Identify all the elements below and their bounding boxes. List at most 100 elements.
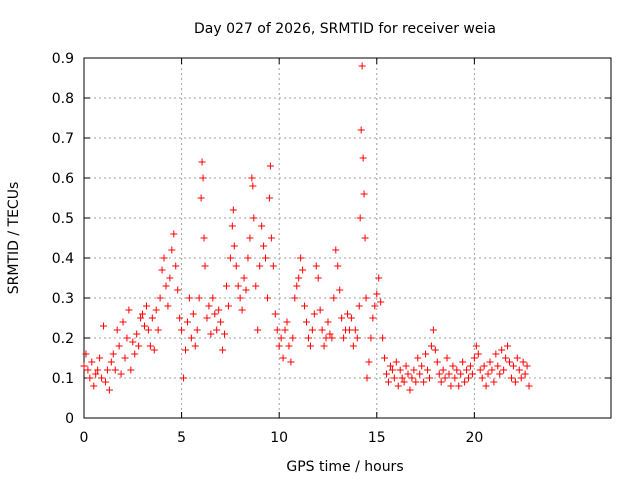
data-point <box>379 334 387 342</box>
data-point <box>312 262 320 270</box>
y-tick-label: 0.5 <box>52 211 74 227</box>
data-point <box>381 354 389 362</box>
data-point <box>127 366 135 374</box>
data-point <box>488 366 496 374</box>
data-point <box>310 310 318 318</box>
data-point <box>88 358 96 366</box>
data-point <box>519 358 527 366</box>
y-tick-label: 0.9 <box>52 51 74 67</box>
data-point <box>404 370 412 378</box>
data-point <box>457 370 465 378</box>
data-point <box>228 222 236 230</box>
data-point <box>269 262 277 270</box>
data-point <box>135 342 143 350</box>
data-point <box>498 346 506 354</box>
data-point <box>158 266 166 274</box>
data-point <box>308 326 316 334</box>
data-point <box>250 214 258 222</box>
data-point <box>195 294 203 302</box>
y-tick-label: 0 <box>65 411 74 427</box>
data-point <box>422 350 430 358</box>
data-point <box>402 362 410 370</box>
tick-layer: 0 0.1 0.2 0.3 0.4 0.5 0.6 0.7 0.8 0.9 0 5 10 15 20 <box>52 51 611 446</box>
data-point <box>355 302 363 310</box>
data-point <box>236 294 244 302</box>
data-point <box>219 346 227 354</box>
data-point <box>275 342 283 350</box>
data-point <box>437 378 445 386</box>
y-tick-label: 0.6 <box>52 171 74 187</box>
data-point <box>476 366 484 374</box>
data-point <box>451 374 459 382</box>
data-point <box>371 302 379 310</box>
data-point <box>494 362 502 370</box>
data-point <box>117 370 125 378</box>
data-point <box>324 318 332 326</box>
data-point <box>172 262 180 270</box>
data-point <box>230 242 238 250</box>
data-point <box>509 362 517 370</box>
data-point <box>425 374 433 382</box>
data-point <box>90 382 98 390</box>
data-point <box>424 366 432 374</box>
data-point <box>82 350 90 358</box>
data-point <box>304 334 312 342</box>
data-point <box>306 342 314 350</box>
data-point <box>129 338 137 346</box>
data-point <box>431 346 439 354</box>
data-point <box>470 354 478 362</box>
data-point <box>123 334 131 342</box>
data-point <box>222 282 230 290</box>
data-point <box>234 282 242 290</box>
data-point <box>375 274 383 282</box>
data-point <box>490 378 498 386</box>
data-point <box>367 334 375 342</box>
data-point <box>258 222 266 230</box>
data-point <box>429 326 437 334</box>
data-point <box>340 334 348 342</box>
data-point <box>271 310 279 318</box>
data-point <box>207 330 215 338</box>
data-point <box>139 310 147 318</box>
data-point <box>125 306 133 314</box>
data-point <box>362 294 370 302</box>
data-point <box>162 282 170 290</box>
data-point <box>408 374 416 382</box>
data-point <box>377 298 385 306</box>
data-point <box>105 386 113 394</box>
data-point <box>107 358 115 366</box>
data-point <box>166 274 174 282</box>
data-point <box>392 358 400 366</box>
x-tick-label: 20 <box>465 430 483 446</box>
data-point <box>209 294 217 302</box>
data-point <box>181 346 189 354</box>
data-point <box>334 262 342 270</box>
data-point <box>193 326 201 334</box>
data-point <box>92 370 100 378</box>
data-point <box>459 358 467 366</box>
data-point <box>326 330 334 338</box>
data-point <box>523 362 531 370</box>
data-point <box>336 286 344 294</box>
data-point <box>240 274 248 282</box>
data-point <box>410 366 418 374</box>
data-point <box>357 126 365 134</box>
data-point <box>400 378 408 386</box>
data-point <box>445 370 453 378</box>
data-point <box>215 306 223 314</box>
data-point <box>322 334 330 342</box>
y-tick-label: 0.7 <box>52 131 74 147</box>
data-point <box>472 342 480 350</box>
data-point <box>390 374 398 382</box>
data-point <box>287 358 295 366</box>
data-point <box>297 254 305 262</box>
data-point <box>273 326 281 334</box>
y-tick-label: 0.1 <box>52 371 74 387</box>
y-axis-label: SRMTID / TECUs <box>6 182 22 295</box>
data-point <box>502 354 510 362</box>
data-point <box>174 286 182 294</box>
data-point <box>109 350 117 358</box>
data-point <box>369 314 377 322</box>
data-point <box>461 378 469 386</box>
data-point <box>373 290 381 298</box>
